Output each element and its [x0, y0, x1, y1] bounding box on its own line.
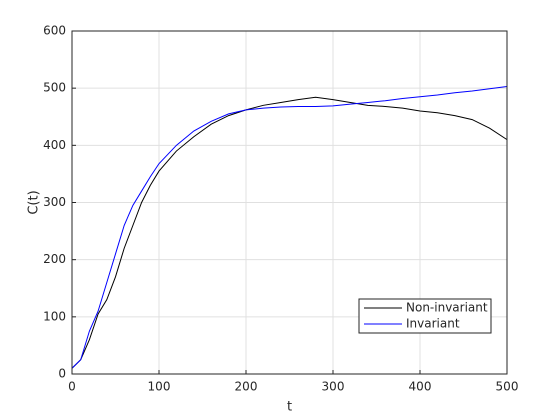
x-tick-label: 0: [68, 380, 76, 394]
data-line: [71, 85, 508, 369]
x-tick-label: 400: [409, 380, 432, 394]
x-tick-label: 300: [322, 380, 345, 394]
y-tick-label: 400: [43, 138, 66, 152]
x-tick-label: 500: [496, 380, 519, 394]
y-tick-label: 200: [43, 252, 66, 266]
y-tick-label: 0: [58, 367, 66, 381]
y-axis-label: C(t): [27, 190, 42, 214]
y-tick-label: 500: [43, 81, 66, 95]
legend-box: [358, 298, 492, 334]
legend-label: Non-invariant: [406, 301, 488, 315]
y-tick-label: 600: [43, 24, 66, 38]
x-axis-label: t: [287, 400, 292, 415]
y-tick-label: 300: [43, 195, 66, 209]
x-tick-label: 200: [235, 380, 258, 394]
x-tick-label: 100: [148, 380, 171, 394]
legend-label: Invariant: [406, 317, 460, 331]
y-tick-label: 100: [43, 309, 66, 323]
